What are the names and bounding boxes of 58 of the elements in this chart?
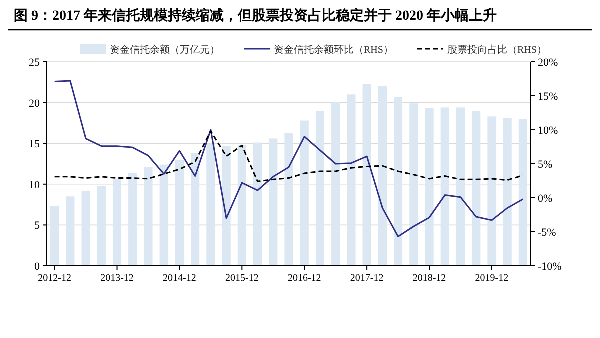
bar [160,164,168,266]
y-tick-label: 20 [29,98,40,110]
bar [362,84,372,266]
bar [66,196,75,266]
bar [82,190,90,266]
bar [238,145,246,266]
y2-tick-label: 0% [538,193,553,205]
bar [472,110,481,266]
legend-label: 股票投向占比（RHS） [447,44,547,56]
bar [410,104,418,266]
bar [488,116,496,266]
x-tick-label: 2012-12 [38,273,72,284]
bar [222,146,231,266]
bar [284,132,294,266]
bar [112,180,122,266]
chart-title: 图 9：2017 年来信托规模持续缩减，但股票投资占比稳定并于 2020 年小幅上升 [14,7,497,24]
bar [269,138,278,266]
bar [128,172,138,266]
x-tick-label: 2018-12 [412,273,446,284]
bar [440,108,450,266]
x-tick-label: 2019-12 [475,273,509,284]
y2-tick-label: 5% [538,159,553,171]
y-tick-label: 5 [34,220,40,232]
bar [503,118,512,266]
y2-tick-label: -5% [538,227,556,239]
legend-label: 资金信托余额环比（RHS） [274,44,394,56]
x-tick-label: 2014-12 [163,273,196,284]
bar [191,153,200,266]
bar [300,120,309,266]
x-tick-label: 2017-12 [350,273,384,284]
bar [97,186,106,266]
bar [347,94,356,266]
y2-tick-label: 20% [538,57,558,69]
bar [206,144,216,266]
y2-tick-label: 15% [538,91,558,103]
bar [50,206,60,266]
bar [518,119,528,266]
bar [316,110,325,266]
y-tick-label: 10 [29,179,40,192]
legend-label: 资金信托余额（万亿元） [110,44,220,56]
y-tick-label: 0 [34,261,40,273]
x-tick-label: 2016-12 [288,273,322,284]
x-tick-label: 2013-12 [100,273,134,284]
y-tick-label: 25 [29,57,40,69]
y-tick-label: 15 [29,138,40,151]
x-tick-label: 2015-12 [225,273,259,284]
bar [394,97,403,266]
bar [456,108,466,266]
line-series [54,80,524,238]
y2-tick-label: -10% [538,261,562,273]
bar [332,102,340,266]
line-series [54,130,524,182]
bar [425,108,434,266]
bar [378,86,387,266]
y2-tick-label: 10% [538,125,558,137]
bar [144,167,153,266]
bar [253,142,262,266]
bar [175,160,184,266]
